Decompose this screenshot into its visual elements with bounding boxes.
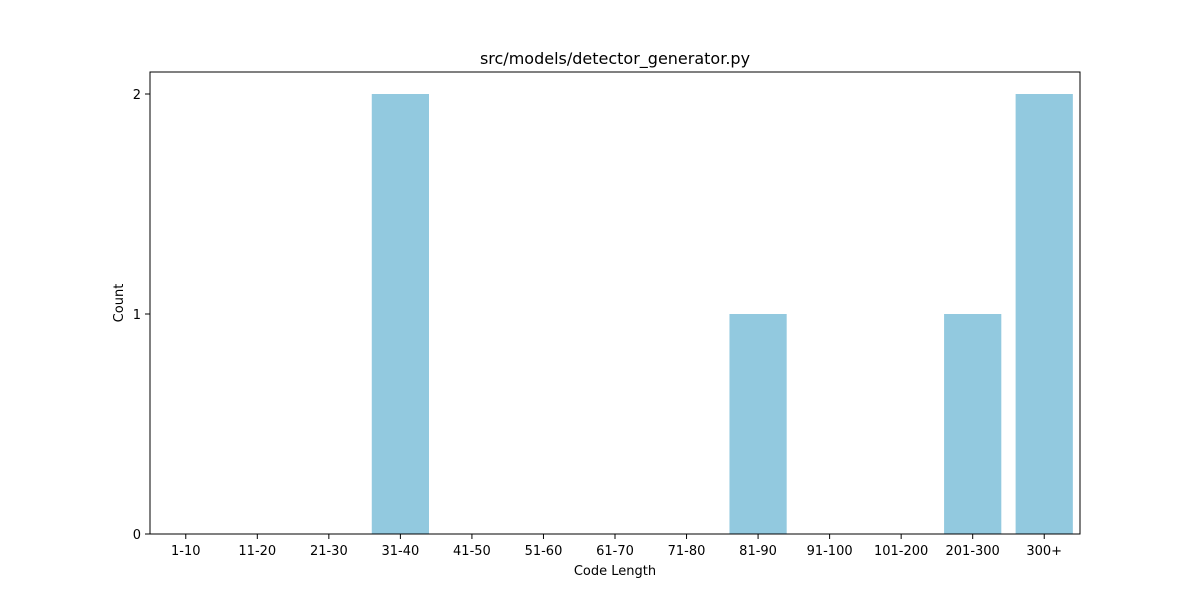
y-axis-label: Count	[112, 284, 127, 323]
y-tick-label: 0	[133, 528, 141, 543]
y-axis-ticks: 0 1 2	[133, 88, 150, 543]
x-tick-label: 101-200	[874, 544, 928, 559]
x-tick-label: 1-10	[171, 544, 201, 559]
x-axis-ticks: 1-10 11-20 21-30 31-40 41-50 51-60 61-70 71-80 8…	[171, 534, 1062, 559]
x-tick-label: 201-300	[946, 544, 1000, 559]
bars-layer	[371, 94, 1073, 534]
bar-81-90	[729, 314, 787, 534]
y-tick-label: 1	[133, 308, 141, 323]
x-tick-label: 11-20	[238, 544, 276, 559]
x-tick-label: 41-50	[453, 544, 491, 559]
x-tick-label: 51-60	[525, 544, 563, 559]
x-tick-label: 91-100	[807, 544, 853, 559]
x-tick-label: 71-80	[668, 544, 706, 559]
x-tick-label: 61-70	[596, 544, 634, 559]
x-tick-label: 31-40	[381, 544, 419, 559]
chart-title: src/models/detector_generator.py	[480, 49, 750, 69]
x-axis-label: Code Length	[574, 564, 656, 579]
plot-frame	[149, 71, 1081, 535]
bar-300+	[1015, 94, 1073, 534]
y-tick-label: 2	[133, 88, 141, 103]
x-tick-label: 300+	[1026, 544, 1062, 559]
x-tick-label: 81-90	[739, 544, 777, 559]
bar-31-40	[371, 94, 429, 534]
x-tick-label: 21-30	[310, 544, 348, 559]
bar-201-300	[944, 314, 1002, 534]
